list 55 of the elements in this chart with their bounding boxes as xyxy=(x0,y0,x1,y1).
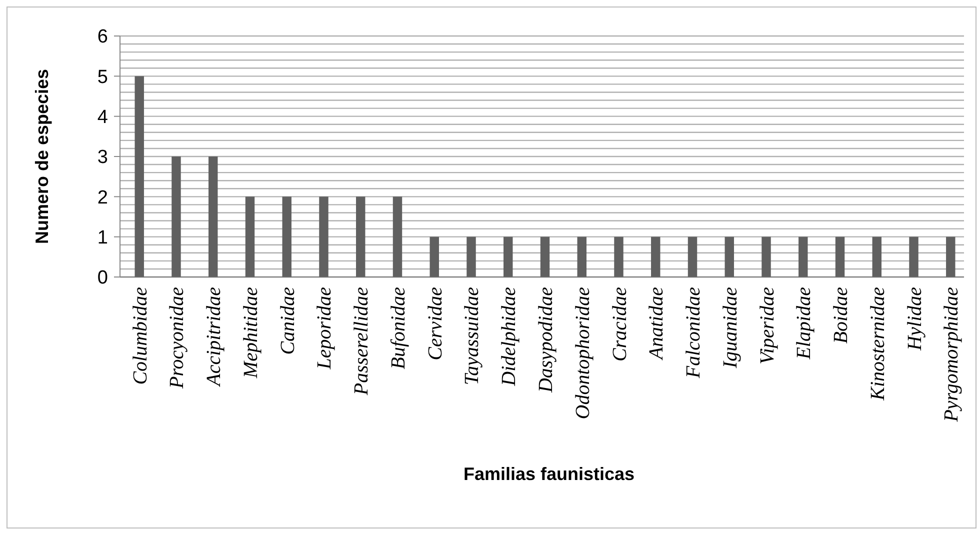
y-tick-label: 0 xyxy=(97,268,108,289)
x-tick-label: Procyonidae xyxy=(166,286,188,390)
bar xyxy=(392,196,402,277)
y-axis-title: Numero de especies xyxy=(32,68,52,244)
bar xyxy=(909,236,918,277)
x-tick-label: Cervidae xyxy=(424,286,446,360)
x-tick-label: Kinosternidae xyxy=(866,286,889,402)
y-tick-label: 5 xyxy=(97,66,108,88)
x-tick-label: Dasypodidae xyxy=(535,286,557,394)
x-tick-label: Falconidae xyxy=(682,286,705,380)
y-tick-label: 6 xyxy=(97,26,108,48)
y-tick-label: 4 xyxy=(97,106,108,128)
x-tick-label: Columbidae xyxy=(129,286,152,385)
bar xyxy=(835,236,845,277)
x-tick-label: Odontophoridae xyxy=(572,286,594,420)
bar xyxy=(724,236,734,277)
bar xyxy=(762,236,771,277)
bar xyxy=(319,196,328,277)
bar xyxy=(577,236,586,277)
bar xyxy=(430,236,439,277)
bar xyxy=(245,196,255,277)
x-tick-label: Passerellidae xyxy=(350,286,373,396)
bar xyxy=(872,236,882,277)
y-tick-label: 2 xyxy=(97,187,108,208)
x-tick-label: Mephitidae xyxy=(240,286,262,380)
x-tick-label: Cracidae xyxy=(608,286,631,362)
bar xyxy=(651,236,660,277)
x-tick-label: Boidae xyxy=(830,286,852,344)
x-tick-label: Hylidae xyxy=(904,286,926,352)
bar xyxy=(172,156,181,277)
x-tick-label: Leporidae xyxy=(314,286,336,370)
x-tick-label: Canidae xyxy=(276,286,299,355)
x-axis-title: Familias faunisticas xyxy=(463,464,635,484)
bar xyxy=(356,196,366,277)
bar xyxy=(540,236,550,277)
x-tick-label: Didelphidae xyxy=(498,286,520,387)
x-tick-label: Anatidae xyxy=(646,286,668,362)
x-tick-label: Accipitridae xyxy=(203,286,226,388)
y-tick-label: 3 xyxy=(97,147,108,168)
bar xyxy=(504,236,513,277)
x-tick-label: Elapidae xyxy=(793,286,816,360)
bar xyxy=(134,76,144,277)
bar xyxy=(208,156,218,277)
x-tick-label: Viperidae xyxy=(756,286,778,364)
x-tick-label: Bufonidae xyxy=(387,286,410,370)
x-tick-label: Pyrgomorphidae xyxy=(940,286,963,423)
x-tick-label: Tayassuidae xyxy=(461,286,484,386)
bar xyxy=(282,196,292,277)
bar xyxy=(946,236,956,277)
bar xyxy=(614,236,624,277)
bar xyxy=(798,236,808,277)
bar xyxy=(688,236,698,277)
bar xyxy=(466,236,476,277)
x-tick-label: Iguanidae xyxy=(719,286,742,370)
y-tick-label: 1 xyxy=(97,227,108,248)
